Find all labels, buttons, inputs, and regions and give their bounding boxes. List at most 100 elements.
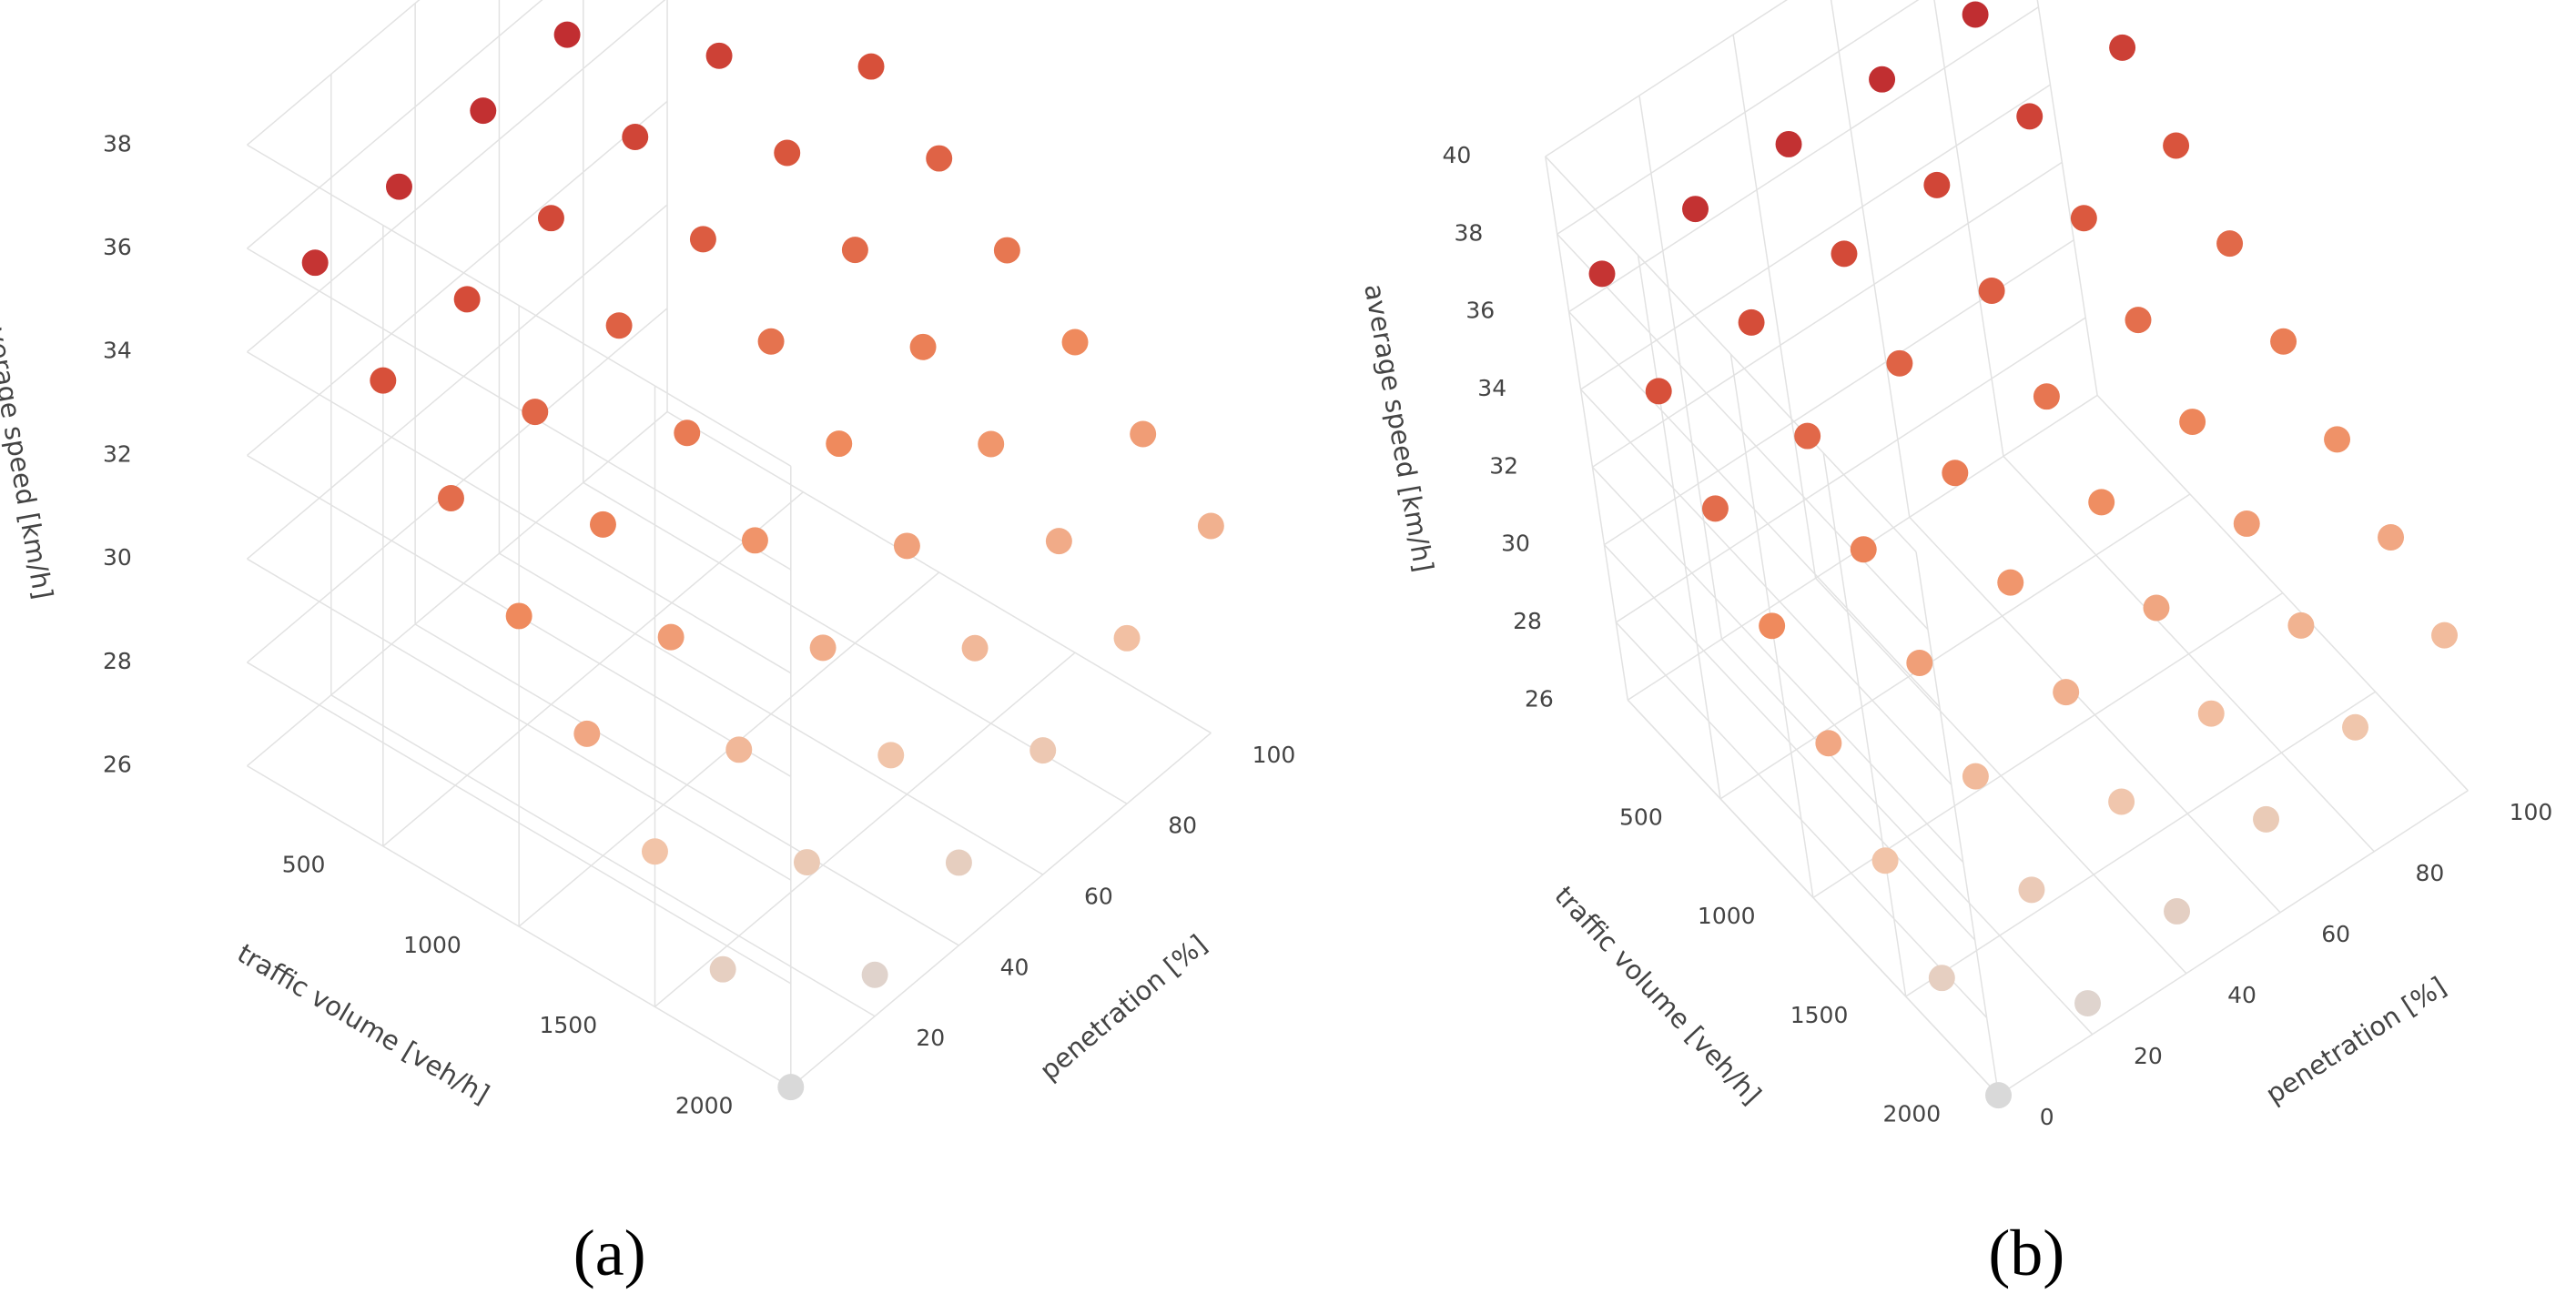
- grid-line: [1627, 699, 2000, 1097]
- y-tick-label: 80: [1168, 813, 1197, 839]
- grid-line: [247, 662, 792, 985]
- z-tick-label: 26: [1525, 685, 1554, 712]
- grid-line: [1615, 317, 2086, 623]
- grid-line: [247, 0, 421, 146]
- grid-line: [247, 144, 792, 467]
- data-point: [1701, 495, 1729, 522]
- grid-line: [1591, 466, 1964, 864]
- data-point: [1906, 649, 1933, 676]
- x-axis-title: traffic volume [veh/h]: [232, 937, 495, 1110]
- grid-line: [1732, 34, 1817, 579]
- data-point: [522, 399, 549, 426]
- grid-line: [1830, 0, 1911, 518]
- data-point: [505, 602, 532, 630]
- z-tick-label: 28: [103, 648, 132, 674]
- grid-line: [2036, 0, 2098, 396]
- data-point: [893, 532, 920, 560]
- data-point: [385, 173, 412, 200]
- data-point: [1978, 278, 2005, 305]
- grid-line: [2003, 455, 2375, 853]
- z-tick-label: 28: [1513, 608, 1542, 634]
- z-axis-title: average speed [km/h]: [0, 308, 59, 601]
- grid-line: [247, 100, 668, 457]
- data-point: [674, 419, 701, 447]
- z-tick-label: 38: [103, 130, 132, 157]
- grid-line: [1568, 311, 1941, 708]
- data-point: [1962, 1, 1989, 28]
- grid-line: [1815, 577, 2187, 975]
- x-tick-label: 1000: [403, 932, 461, 958]
- data-point: [1928, 965, 1955, 992]
- grid-line: [1915, 551, 2000, 1096]
- grid-line: [790, 732, 1212, 1088]
- grid-line: [1557, 233, 1929, 631]
- data-point: [2431, 622, 2459, 649]
- data-point: [1029, 737, 1057, 764]
- data-point: [2216, 230, 2244, 258]
- data-point: [2287, 612, 2315, 639]
- data-point: [709, 955, 736, 983]
- data-point: [1645, 378, 1672, 405]
- data-point: [841, 237, 868, 264]
- grid-line: [1615, 622, 1988, 1018]
- data-point: [1045, 528, 1072, 555]
- grid-line: [1603, 544, 1976, 941]
- grid-line: [666, 410, 1212, 734]
- z-tick-label: 30: [103, 544, 132, 571]
- data-point: [1985, 1082, 2013, 1109]
- data-point: [2197, 700, 2225, 727]
- y-tick-label: 40: [2227, 982, 2257, 1008]
- data-point: [622, 124, 649, 150]
- grid-line: [247, 410, 668, 767]
- data-point: [826, 430, 853, 458]
- data-point: [741, 527, 768, 554]
- data-point: [1588, 260, 1616, 288]
- data-point: [2108, 788, 2135, 815]
- grid-line: [247, 204, 668, 560]
- grid-line: [1637, 255, 1721, 799]
- x-tick-label: 2000: [1883, 1100, 1942, 1127]
- data-point: [689, 226, 716, 253]
- grid-line: [1580, 389, 1952, 785]
- data-point: [2070, 205, 2097, 232]
- data-point: [2074, 990, 2102, 1017]
- x-tick-label: 1500: [540, 1012, 598, 1038]
- data-point: [945, 849, 972, 876]
- grid-line: [1568, 6, 2039, 313]
- data-point: [2163, 132, 2190, 159]
- data-point: [2018, 876, 2045, 904]
- data-point: [2233, 510, 2260, 537]
- grid-line: [1905, 691, 2376, 997]
- data-point: [1682, 196, 1709, 223]
- data-point: [370, 367, 397, 394]
- data-point: [2324, 426, 2351, 453]
- y-tick-label: 60: [1084, 883, 1113, 909]
- grid-line: [2096, 394, 2469, 792]
- grid-line: [499, 552, 1044, 875]
- data-point: [725, 736, 753, 763]
- grid-line: [1592, 161, 2063, 468]
- x-tick-label: 500: [1619, 804, 1663, 831]
- data-point: [2016, 103, 2044, 130]
- data-point: [877, 742, 905, 769]
- y-tick-label: 20: [2134, 1043, 2163, 1069]
- data-point: [1962, 763, 1989, 790]
- data-point: [1831, 240, 1858, 268]
- grid-line: [247, 0, 666, 353]
- data-point: [1130, 420, 1157, 448]
- y-tick-label: 20: [916, 1025, 945, 1051]
- data-point: [1775, 130, 1802, 157]
- data-point: [2109, 34, 2136, 61]
- data-point: [1869, 66, 1896, 93]
- z-tick-label: 30: [1501, 531, 1530, 557]
- data-point: [1113, 624, 1141, 652]
- data-point: [809, 634, 837, 662]
- z-tick-label: 32: [1489, 452, 1518, 479]
- data-point: [1738, 308, 1765, 336]
- grid-line: [247, 248, 792, 571]
- grid-line: [1545, 0, 1789, 157]
- y-tick-label: 60: [2321, 921, 2350, 947]
- data-point: [537, 205, 564, 232]
- y-tick-label: 0: [2040, 1104, 2054, 1130]
